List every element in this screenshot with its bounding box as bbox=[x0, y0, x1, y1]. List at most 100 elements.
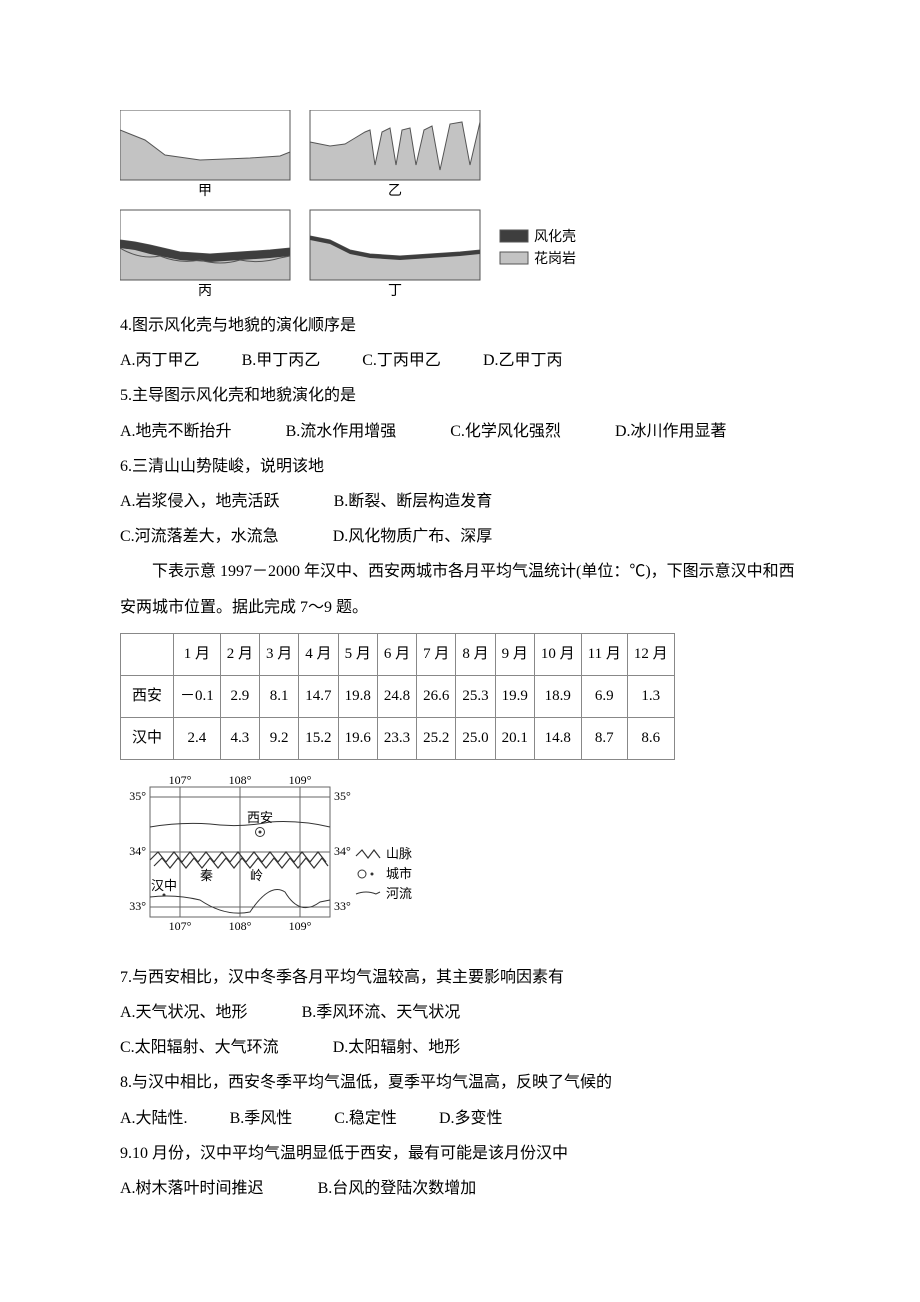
label-hanzhong: 汉中 bbox=[151, 878, 177, 893]
temperature-table: 1 月 2 月 3 月 4 月 5 月 6 月 7 月 8 月 9 月 10 月… bbox=[120, 633, 675, 760]
lat-33-l: 33° bbox=[129, 899, 146, 913]
q7-opt-b: B.季风环流、天气状况 bbox=[302, 995, 461, 1030]
row-hz-label: 汉中 bbox=[121, 717, 174, 759]
th-2: 2 月 bbox=[220, 633, 259, 675]
lon-107-bot: 107° bbox=[169, 919, 192, 933]
xian-3: 8.1 bbox=[260, 675, 299, 717]
table-header-row: 1 月 2 月 3 月 4 月 5 月 6 月 7 月 8 月 9 月 10 月… bbox=[121, 633, 675, 675]
panel-ding-label: 丁 bbox=[388, 284, 402, 299]
q4-opt-b: B.甲丁丙乙 bbox=[242, 343, 321, 378]
th-blank bbox=[121, 633, 174, 675]
q6-opt-d: D.风化物质广布、深厚 bbox=[333, 519, 493, 554]
xian-12: 1.3 bbox=[627, 675, 674, 717]
q7-options-row2: C.太阳辐射、大气环流 D.太阳辐射、地形 bbox=[120, 1030, 800, 1065]
panel-bing-label: 丙 bbox=[198, 284, 212, 299]
q8-opt-b: B.季风性 bbox=[230, 1101, 293, 1136]
lon-108-top: 108° bbox=[229, 773, 252, 787]
legend-granite: 花岗岩 bbox=[534, 251, 576, 267]
hz-7: 25.2 bbox=[417, 717, 456, 759]
xian-2: 2.9 bbox=[220, 675, 259, 717]
q5-opt-a: A.地壳不断抬升 bbox=[120, 414, 232, 449]
legend-river: 河流 bbox=[386, 886, 412, 901]
xian-10: 18.9 bbox=[534, 675, 581, 717]
hz-8: 25.0 bbox=[456, 717, 495, 759]
q6-stem: 6.三清山山势陡峻，说明该地 bbox=[120, 449, 800, 484]
xian-4: 14.7 bbox=[299, 675, 338, 717]
lat-34-r: 34° bbox=[334, 844, 351, 858]
map-figure: 107° 108° 109° 107° 108° 109° 35° 34° 33… bbox=[120, 772, 800, 950]
panel-yi-label: 乙 bbox=[388, 183, 402, 199]
q7-options-row1: A.天气状况、地形 B.季风环流、天气状况 bbox=[120, 995, 800, 1030]
hz-1: 2.4 bbox=[174, 717, 221, 759]
q4-opt-d: D.乙甲丁丙 bbox=[483, 343, 563, 378]
xian-5: 19.8 bbox=[338, 675, 377, 717]
label-xian: 西安 bbox=[247, 810, 273, 825]
legend-mountain: 山脉 bbox=[386, 846, 412, 861]
q5-opt-d: D.冰川作用显著 bbox=[615, 414, 727, 449]
hz-2: 4.3 bbox=[220, 717, 259, 759]
xian-11: 6.9 bbox=[581, 675, 627, 717]
q8-options: A.大陆性. B.季风性 C.稳定性 D.多变性 bbox=[120, 1101, 800, 1136]
th-12: 12 月 bbox=[627, 633, 674, 675]
th-8: 8 月 bbox=[456, 633, 495, 675]
q9-opt-a: A.树木落叶时间推迟 bbox=[120, 1171, 264, 1206]
hz-6: 23.3 bbox=[377, 717, 416, 759]
xian-6: 24.8 bbox=[377, 675, 416, 717]
q7-opt-d: D.太阳辐射、地形 bbox=[333, 1030, 461, 1065]
xian-9: 19.9 bbox=[495, 675, 534, 717]
intro-7-9: 下表示意 1997－2000 年汉中、西安两城市各月平均气温统计(单位：℃)，下… bbox=[120, 554, 800, 624]
q4-options: A.丙丁甲乙 B.甲丁丙乙 C.丁丙甲乙 D.乙甲丁丙 bbox=[120, 343, 800, 378]
q6-options-row2: C.河流落差大，水流急 D.风化物质广布、深厚 bbox=[120, 519, 800, 554]
q4-opt-c: C.丁丙甲乙 bbox=[362, 343, 441, 378]
q5-opt-c: C.化学风化强烈 bbox=[450, 414, 561, 449]
q9-options-row1: A.树木落叶时间推迟 B.台风的登陆次数增加 bbox=[120, 1171, 800, 1206]
row-xian-label: 西安 bbox=[121, 675, 174, 717]
th-11: 11 月 bbox=[581, 633, 627, 675]
q5-stem: 5.主导图示风化壳和地貌演化的是 bbox=[120, 378, 800, 413]
lat-35-r: 35° bbox=[334, 789, 351, 803]
panel-jia-label: 甲 bbox=[198, 184, 212, 199]
label-ling: 岭 bbox=[250, 868, 263, 883]
th-4: 4 月 bbox=[299, 633, 338, 675]
q6-options-row1: A.岩浆侵入，地壳活跃 B.断裂、断层构造发育 bbox=[120, 484, 800, 519]
hz-12: 8.6 bbox=[627, 717, 674, 759]
lon-107-top: 107° bbox=[169, 773, 192, 787]
table-row-hanzhong: 汉中 2.4 4.3 9.2 15.2 19.6 23.3 25.2 25.0 … bbox=[121, 717, 675, 759]
hz-9: 20.1 bbox=[495, 717, 534, 759]
q8-stem: 8.与汉中相比，西安冬季平均气温低，夏季平均气温高，反映了气候的 bbox=[120, 1065, 800, 1100]
label-qin: 秦 bbox=[200, 868, 213, 883]
q9-opt-b: B.台风的登陆次数增加 bbox=[318, 1171, 477, 1206]
q8-opt-a: A.大陆性. bbox=[120, 1101, 188, 1136]
q6-opt-a: A.岩浆侵入，地壳活跃 bbox=[120, 484, 280, 519]
hz-5: 19.6 bbox=[338, 717, 377, 759]
q7-opt-a: A.天气状况、地形 bbox=[120, 995, 248, 1030]
q8-opt-d: D.多变性 bbox=[439, 1101, 503, 1136]
q4-stem: 4.图示风化壳与地貌的演化顺序是 bbox=[120, 308, 800, 343]
q7-stem: 7.与西安相比，汉中冬季各月平均气温较高，其主要影响因素有 bbox=[120, 960, 800, 995]
hz-11: 8.7 bbox=[581, 717, 627, 759]
legend-city: 城市 bbox=[386, 866, 412, 881]
lat-34-l: 34° bbox=[129, 844, 146, 858]
q5-opt-b: B.流水作用增强 bbox=[286, 414, 397, 449]
lon-108-bot: 108° bbox=[229, 919, 252, 933]
th-1: 1 月 bbox=[174, 633, 221, 675]
q6-opt-b: B.断裂、断层构造发育 bbox=[334, 484, 493, 519]
cross-section-figure: 甲 乙 丙 丁 bbox=[120, 110, 800, 300]
lon-109-top: 109° bbox=[289, 773, 312, 787]
th-5: 5 月 bbox=[338, 633, 377, 675]
table-row-xian: 西安 －0.1 2.9 8.1 14.7 19.8 24.8 26.6 25.3… bbox=[121, 675, 675, 717]
th-6: 6 月 bbox=[377, 633, 416, 675]
q6-opt-c: C.河流落差大，水流急 bbox=[120, 519, 279, 554]
legend-weathering: 风化壳 bbox=[534, 228, 576, 245]
hz-4: 15.2 bbox=[299, 717, 338, 759]
lon-109-bot: 109° bbox=[289, 919, 312, 933]
q7-opt-c: C.太阳辐射、大气环流 bbox=[120, 1030, 279, 1065]
q8-opt-c: C.稳定性 bbox=[334, 1101, 397, 1136]
xian-8: 25.3 bbox=[456, 675, 495, 717]
xian-7: 26.6 bbox=[417, 675, 456, 717]
th-10: 10 月 bbox=[534, 633, 581, 675]
xian-1: －0.1 bbox=[174, 675, 221, 717]
lat-33-r: 33° bbox=[334, 899, 351, 913]
th-7: 7 月 bbox=[417, 633, 456, 675]
q5-options: A.地壳不断抬升 B.流水作用增强 C.化学风化强烈 D.冰川作用显著 bbox=[120, 414, 800, 449]
